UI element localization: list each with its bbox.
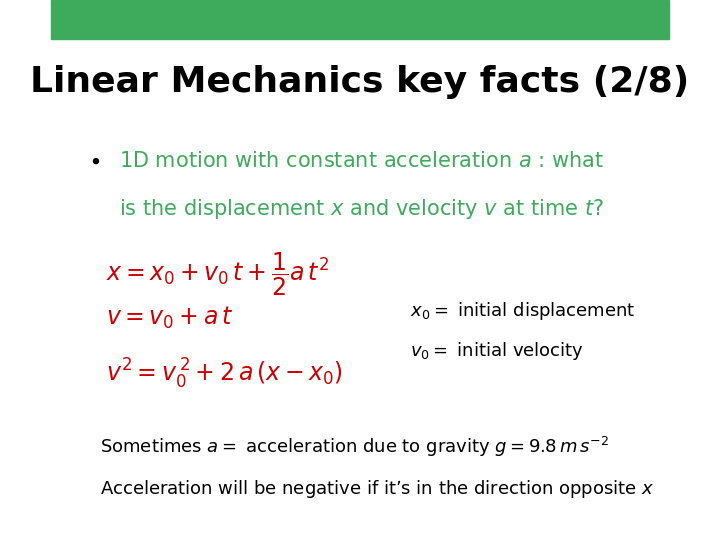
Text: $v = v_0 + a\, t$: $v = v_0 + a\, t$ (107, 305, 234, 332)
Text: $x_0 = $ initial displacement: $x_0 = $ initial displacement (410, 300, 635, 322)
Text: $v_0 = $ initial velocity: $v_0 = $ initial velocity (410, 340, 583, 362)
Text: $v^2 = v_0^{\,2} + 2\, a\, (x - x_0)$: $v^2 = v_0^{\,2} + 2\, a\, (x - x_0)$ (107, 356, 343, 390)
Bar (50, 0, 670, 39)
Text: Linear Mechanics key facts (2/8): Linear Mechanics key facts (2/8) (30, 65, 690, 99)
Text: 1D motion with constant acceleration $a$ : what: 1D motion with constant acceleration $a$… (119, 151, 604, 171)
Text: Sometimes $a =$ acceleration due to gravity $g = 9.8\, m\, s^{-2}$: Sometimes $a =$ acceleration due to grav… (100, 435, 609, 459)
Text: Acceleration will be negative if it’s in the direction opposite $x$: Acceleration will be negative if it’s in… (100, 478, 654, 500)
Text: $\bullet$: $\bullet$ (88, 151, 100, 171)
Text: is the displacement $x$ and velocity $v$ at time $t$?: is the displacement $x$ and velocity $v$… (119, 197, 603, 221)
Text: $x = x_0 + v_0\, t + \dfrac{1}{2}a\, t^2$: $x = x_0 + v_0\, t + \dfrac{1}{2}a\, t^2… (107, 251, 330, 299)
